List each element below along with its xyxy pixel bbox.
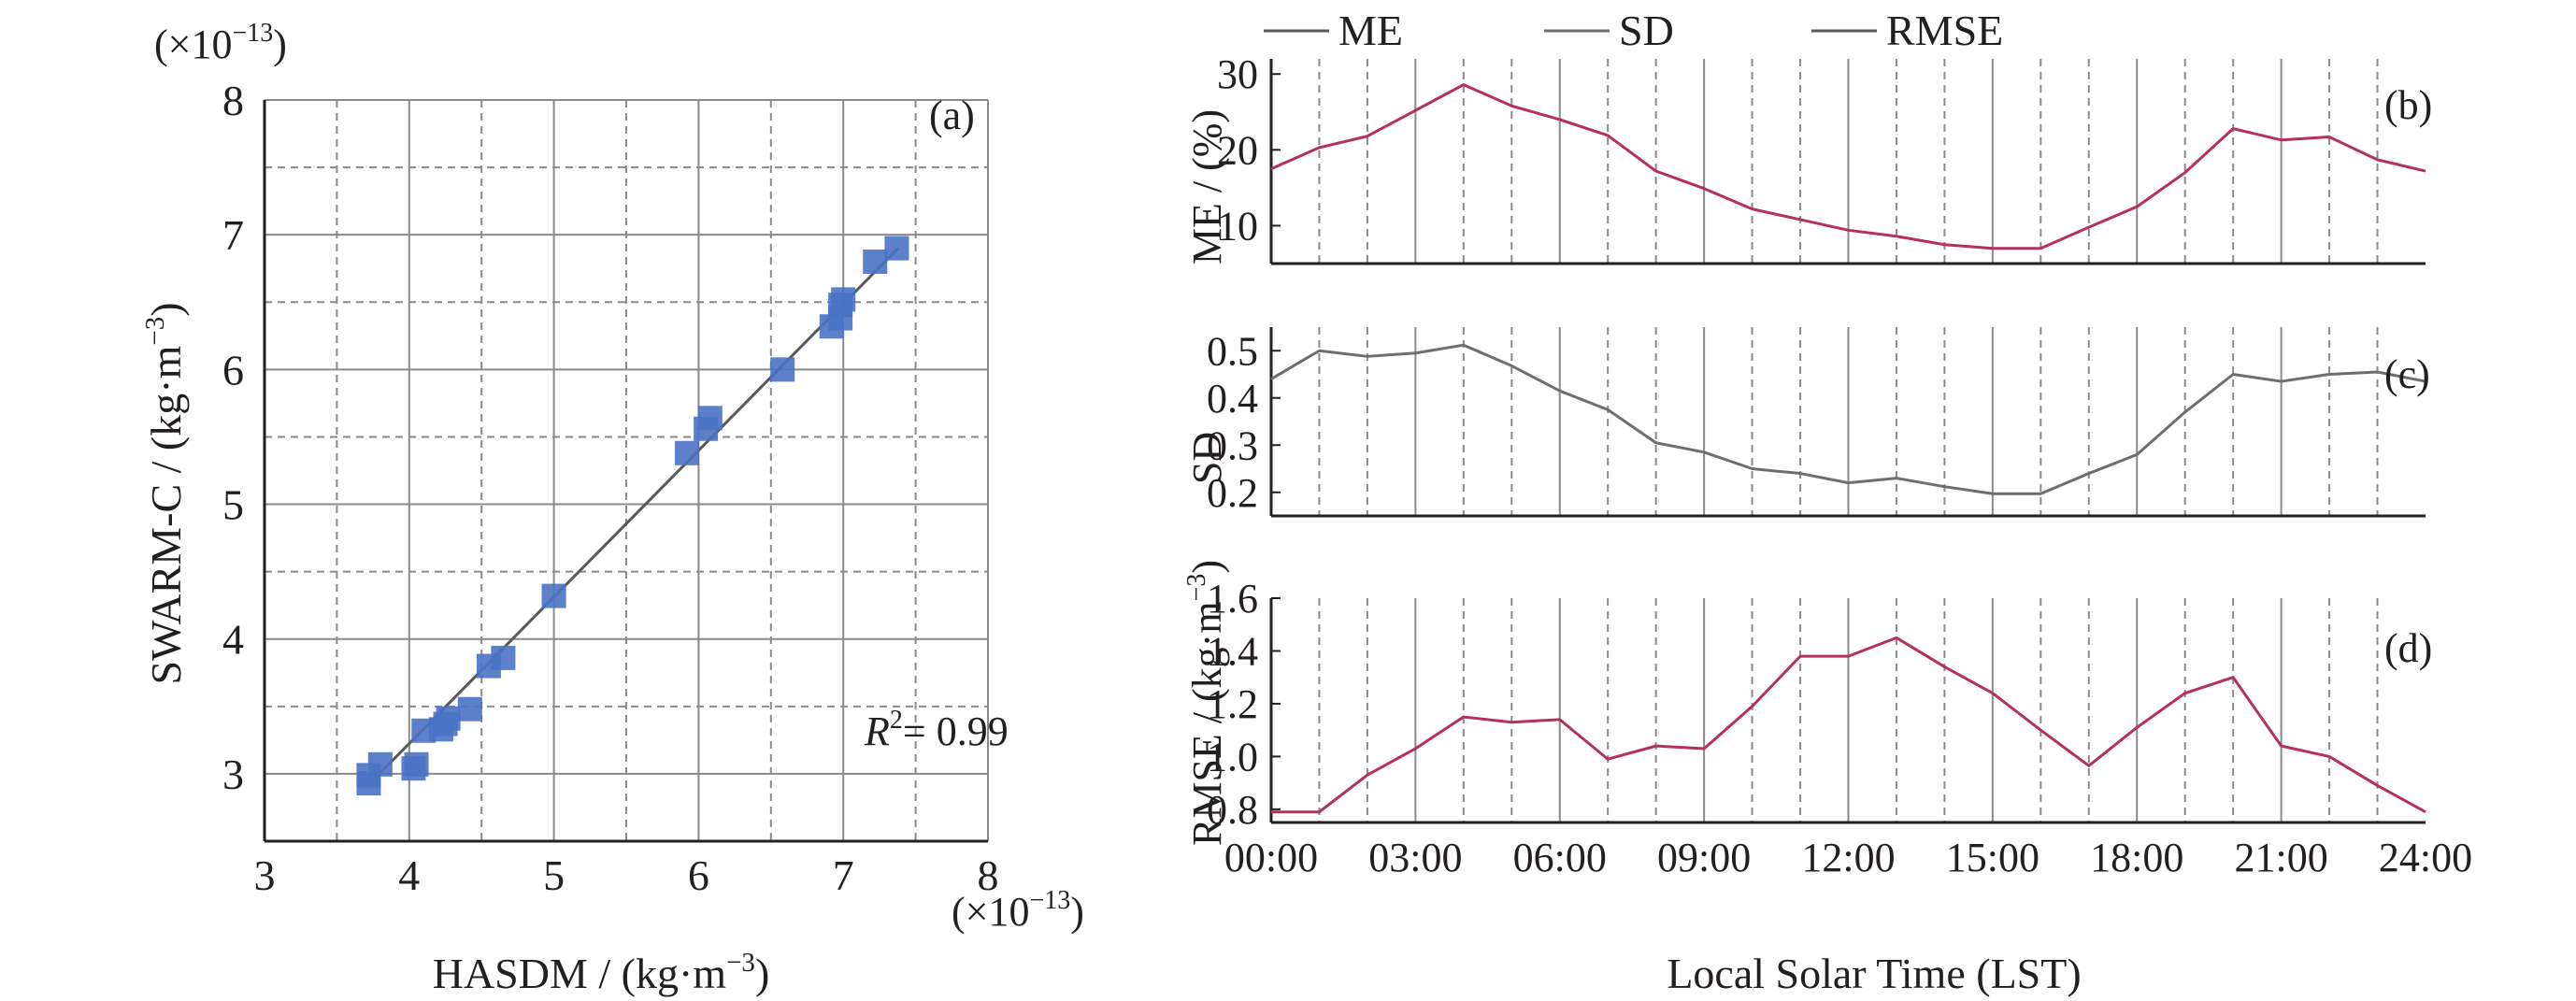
d-panel-label: (d) bbox=[2384, 625, 2432, 671]
a-bottom-exponent: (×10−13) bbox=[952, 886, 1084, 935]
c-series-line bbox=[1270, 343, 2426, 495]
b-y-axis-label: ME / (%) bbox=[1184, 109, 1230, 265]
d-x-axis-label: Local Solar Time (LST) bbox=[1667, 950, 2081, 997]
d-gridlines bbox=[1269, 598, 2426, 824]
a-y-tick-label: 6 bbox=[222, 346, 244, 393]
a-data-point bbox=[436, 706, 461, 731]
d-x-tick-label: 21:00 bbox=[2235, 835, 2328, 880]
a-data-point bbox=[675, 440, 700, 465]
d-x-tick-label: 06:00 bbox=[1513, 835, 1607, 880]
d-x-tick-label: 03:00 bbox=[1368, 835, 1462, 880]
d-x-tick-label: 24:00 bbox=[2379, 835, 2472, 880]
legend: ME SD RMSE bbox=[1264, 7, 2003, 54]
a-panel-label: (a) bbox=[929, 93, 975, 138]
c-tick-labels: 0.20.30.40.5 bbox=[1207, 328, 1281, 516]
b-tick-labels: 10 20 30 bbox=[1217, 51, 1281, 249]
d-x-tick-label: 15:00 bbox=[1946, 835, 2039, 880]
b-y-tick-label: 20 bbox=[1217, 127, 1258, 173]
a-tick-labels: 3 4 5 6 7 8 3 4 5 6 7 8 bbox=[222, 77, 999, 899]
d-tick-labels: 0.8 1.0 1.2 1.4 1.6 bbox=[1207, 576, 1281, 833]
a-top-exponent: (×10−13) bbox=[154, 19, 287, 67]
d-x-tick-label: 00:00 bbox=[1224, 835, 1318, 880]
c-y-tick-label: 0.3 bbox=[1207, 422, 1258, 468]
c-y-tick-label: 0.4 bbox=[1207, 376, 1258, 422]
d-series-rmse bbox=[1271, 636, 2426, 814]
d-x-tick-labels: 00:00 03:00 06:00 09:00 12:00 15:00 18:00 21:00… bbox=[1224, 835, 2472, 880]
a-x-axis-label: HASDM / (kg·m−3) bbox=[433, 948, 770, 997]
c-gridlines bbox=[1269, 327, 2426, 518]
a-data-point bbox=[541, 583, 566, 608]
a-y-tick-label: 8 bbox=[222, 77, 244, 124]
a-y-tick-label: 7 bbox=[222, 211, 244, 259]
a-x-tick-label: 3 bbox=[254, 851, 276, 899]
d-x-tick-label: 12:00 bbox=[1801, 835, 1895, 880]
a-data-point bbox=[491, 645, 516, 670]
a-data-point bbox=[367, 751, 393, 777]
a-data-point bbox=[457, 696, 482, 722]
panel-b: 10 20 30 (b) ME / (%) bbox=[1184, 51, 2432, 265]
a-x-tick-label: 8 bbox=[978, 851, 999, 899]
a-y-axis-label: SWARM-C / (kg·m−3) bbox=[140, 302, 190, 684]
b-y-tick-label: 10 bbox=[1217, 203, 1258, 249]
d-y-tick-label: 1.2 bbox=[1207, 681, 1258, 727]
c-panel-label: (c) bbox=[2384, 351, 2430, 397]
c-y-axis-label: SD bbox=[1184, 432, 1230, 484]
legend-label-sd: SD bbox=[1619, 7, 1674, 54]
b-series-line bbox=[1270, 83, 2426, 250]
a-data-point bbox=[770, 357, 795, 382]
d-series-line bbox=[1271, 636, 2426, 814]
legend-label-rmse: RMSE bbox=[1886, 7, 2003, 54]
d-y-tick-label: 1.0 bbox=[1207, 734, 1258, 779]
a-data-point bbox=[831, 287, 856, 312]
d-y-tick-label: 1.4 bbox=[1207, 628, 1258, 674]
panel-a: 3 4 5 6 7 8 3 4 5 6 7 8 (×10−13) (×10−13) (a) R2= 0… bbox=[140, 19, 1084, 997]
a-y-tick-label: 4 bbox=[222, 616, 244, 664]
a-y-tick-label: 5 bbox=[222, 481, 244, 529]
b-gridlines bbox=[1269, 59, 2426, 265]
d-y-tick-label: 1.6 bbox=[1207, 576, 1258, 622]
b-series-me bbox=[1270, 83, 2426, 250]
a-points bbox=[356, 236, 909, 796]
d-y-tick-label: 0.8 bbox=[1207, 787, 1258, 833]
a-regression-line bbox=[367, 247, 900, 786]
a-data-point bbox=[863, 250, 888, 275]
a-data-point bbox=[404, 751, 429, 777]
a-data-point bbox=[884, 236, 909, 261]
c-y-tick-label: 0.2 bbox=[1207, 470, 1258, 516]
a-x-tick-label: 7 bbox=[833, 851, 854, 899]
b-panel-label: (b) bbox=[2384, 82, 2432, 128]
a-x-tick-label: 6 bbox=[688, 851, 709, 899]
d-y-axis-label: RMSE / (kg·m−3) bbox=[1182, 560, 1230, 846]
a-data-point bbox=[697, 406, 723, 431]
a-fit-line bbox=[367, 247, 900, 786]
a-r2-annotation: R2= 0.99 bbox=[864, 706, 1009, 754]
b-y-tick-label: 30 bbox=[1217, 51, 1258, 97]
d-x-tick-label: 09:00 bbox=[1657, 835, 1751, 880]
d-x-tick-label: 18:00 bbox=[2090, 835, 2183, 880]
panel-d: 0.8 1.0 1.2 1.4 1.6 00:00 03:00 06:00 09:00 12:0… bbox=[1182, 560, 2472, 997]
c-y-tick-label: 0.5 bbox=[1207, 328, 1258, 374]
legend-label-me: ME bbox=[1338, 7, 1403, 54]
a-y-tick-label: 3 bbox=[222, 751, 244, 798]
a-x-tick-label: 5 bbox=[543, 851, 565, 899]
panel-c: 0.20.30.40.5 (c) SD bbox=[1184, 327, 2430, 518]
a-x-tick-label: 4 bbox=[398, 851, 420, 899]
c-series-sd bbox=[1270, 343, 2426, 495]
